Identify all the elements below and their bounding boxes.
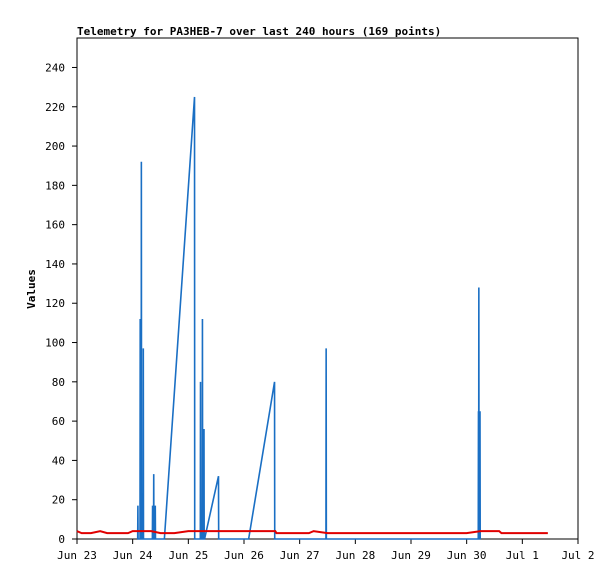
y-tick-label: 180 [45, 179, 65, 192]
y-tick-label: 140 [45, 258, 65, 271]
x-tick-label: Jun 29 [391, 549, 431, 562]
y-tick-label: 20 [52, 494, 65, 507]
y-tick-label: 160 [45, 219, 65, 232]
series-1-line [136, 96, 482, 540]
chart-title: Telemetry for PA3HEB-7 over last 240 hou… [77, 25, 441, 38]
x-tick-label: Jul 2 [561, 549, 594, 562]
x-axis: Jun 23 Jun 24 Jun 25 Jun 26 Jun 27 Jun 28 Jun … [57, 539, 595, 562]
series-2-line [76, 530, 548, 535]
y-tick-label: 0 [58, 533, 65, 546]
x-tick-label: Jun 23 [57, 549, 97, 562]
y-tick-label: 220 [45, 101, 65, 114]
x-tick-label: Jun 30 [447, 549, 487, 562]
y-tick-label: 60 [52, 415, 65, 428]
x-tick-label: Jun 25 [168, 549, 208, 562]
x-tick-label: Jun 26 [224, 549, 264, 562]
plot-frame [76, 37, 579, 540]
y-tick-label: 80 [52, 376, 65, 389]
y-tick-label: 100 [45, 337, 65, 350]
y-axis: 0 20 40 60 80 100 120 140 160 180 200 220 240 [45, 61, 77, 546]
x-tick-label: Jul 1 [506, 549, 539, 562]
y-tick-label: 240 [45, 61, 65, 74]
x-tick-label: Jun 27 [280, 549, 320, 562]
x-tick-label: Jun 28 [335, 549, 375, 562]
x-tick-label: Jun 24 [113, 549, 153, 562]
y-tick-label: 200 [45, 140, 65, 153]
y-axis-title: Values [25, 269, 38, 309]
y-tick-label: 120 [45, 297, 65, 310]
y-tick-label: 40 [52, 454, 65, 467]
series-layer [76, 96, 548, 540]
